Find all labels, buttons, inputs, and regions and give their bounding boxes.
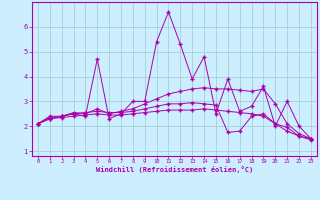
X-axis label: Windchill (Refroidissement éolien,°C): Windchill (Refroidissement éolien,°C)	[96, 166, 253, 173]
